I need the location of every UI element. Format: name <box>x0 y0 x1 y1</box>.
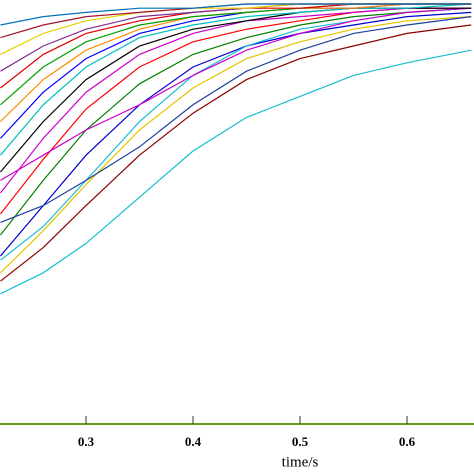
data-line <box>0 16 472 274</box>
data-line <box>0 3 472 89</box>
x-tick-label: 0.5 <box>292 434 309 449</box>
data-line <box>0 3 472 26</box>
data-line <box>0 3 472 156</box>
x-tick-label: 0.4 <box>185 434 202 449</box>
x-axis-label: time/s <box>282 454 319 470</box>
data-line <box>0 7 472 181</box>
data-line <box>0 3 472 139</box>
x-tick-label: 0.3 <box>78 434 95 449</box>
data-line <box>0 3 472 55</box>
data-line <box>0 24 472 282</box>
data-line <box>0 7 472 236</box>
x-tick-label: 0.6 <box>399 434 416 449</box>
data-line <box>0 7 472 261</box>
data-line <box>0 7 472 215</box>
data-line <box>0 7 472 194</box>
data-line <box>0 16 472 223</box>
data-line <box>0 49 472 295</box>
data-line <box>0 11 472 257</box>
